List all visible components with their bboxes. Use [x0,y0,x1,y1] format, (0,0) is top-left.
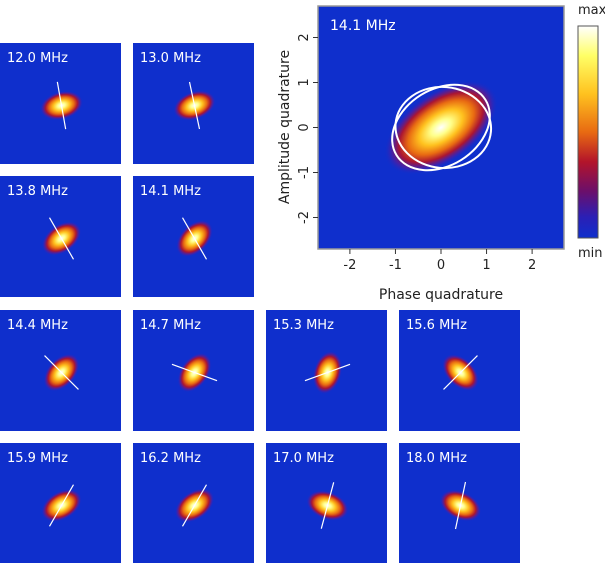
y-tick-label: 2 [297,33,312,41]
small-panel-label: 15.6 MHz [406,318,467,333]
small-panel-axis-line [454,481,467,530]
main-wigner-panel: 14.1 MHz -2 -1 0 1 2 -2 -1 0 1 2 Phase quadratur… [277,5,565,303]
y-tick-label: -1 [297,166,312,179]
x-axis-label: Phase quadrature [379,287,503,303]
small-panel-axis-line [320,482,335,529]
x-tick-label: -1 [389,258,402,273]
small-panels-grid: 12.0 MHz 13.0 MHz 13.8 MHz 14.1 MHz 14.4 MHz… [0,43,520,563]
main-panel-label: 14.1 MHz [330,18,396,34]
small-panel-label: 13.0 MHz [140,51,201,66]
x-tick-label: 1 [482,258,490,273]
small-panel-label: 15.3 MHz [273,318,334,333]
y-axis-label: Amplitude quadrature [277,50,293,204]
small-panel-axis-line [181,484,208,527]
x-tick-label: 2 [528,258,536,273]
small-panel: 15.9 MHz [0,443,121,563]
fit-ellipse-a [391,83,491,172]
x-tick-label: -2 [343,258,356,273]
small-panel: 12.0 MHz [0,43,121,164]
main-wigner-blob [384,80,498,175]
small-panel-axis-line [48,484,75,527]
small-panel-axis-line [304,363,351,382]
small-panel-label: 14.7 MHz [140,318,201,333]
small-panel-axis-line [171,363,218,382]
colorbar-max-label: max [578,3,605,18]
small-panel: 13.8 MHz [0,176,121,297]
small-panel-label: 14.1 MHz [140,184,201,199]
colorbar-min-label: min [578,246,603,261]
small-panel: 15.3 MHz [266,310,387,431]
small-panel: 13.0 MHz [133,43,254,164]
small-panel-axis-line [181,217,208,260]
small-panel-label: 18.0 MHz [406,451,467,466]
fit-ellipse-b [394,85,493,170]
small-panel-label: 15.9 MHz [7,451,68,466]
colorbar-gradient [577,25,599,239]
small-panel-axis-line [443,355,478,390]
y-tick-label: 1 [297,78,312,86]
small-panel: 14.4 MHz [0,310,121,431]
small-panel: 15.6 MHz [399,310,520,431]
small-panel-axis-line [56,81,67,130]
y-tick-label: -2 [297,211,312,224]
small-panel-label: 13.8 MHz [7,184,68,199]
y-tick-label: 0 [297,123,312,131]
small-panel: 14.1 MHz [133,176,254,297]
small-panel-label: 17.0 MHz [273,451,334,466]
small-panel-axis-line [188,81,201,130]
small-panel-axis-line [48,217,75,260]
small-panel: 16.2 MHz [133,443,254,563]
x-tick-label: 0 [437,258,445,273]
small-panel-label: 16.2 MHz [140,451,201,466]
small-panel: 17.0 MHz [266,443,387,563]
small-panel-label: 12.0 MHz [7,51,68,66]
colorbar: max min [577,3,605,261]
small-panel-axis-line [44,355,79,390]
small-panel-label: 14.4 MHz [7,318,68,333]
small-panel: 14.7 MHz [133,310,254,431]
small-panel: 18.0 MHz [399,443,520,563]
